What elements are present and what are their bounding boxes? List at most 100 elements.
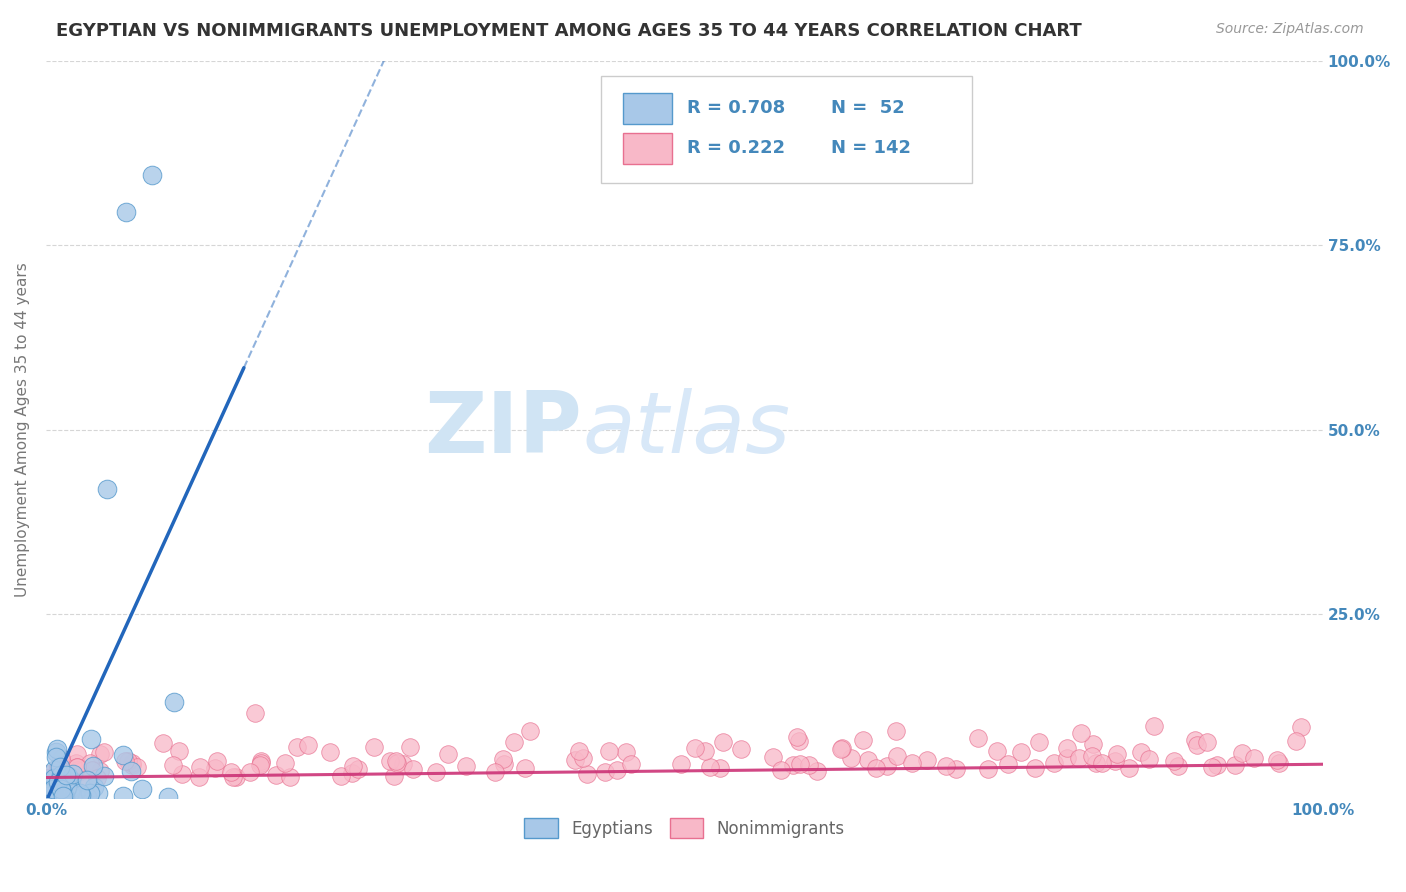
FancyBboxPatch shape [602,76,972,183]
Point [266,768,288,782]
Point [1137,752,1160,766]
Point [51,778,73,792]
Point [709,761,731,775]
Point [37,787,59,801]
Legend: Egyptians, Nonimmigrants: Egyptians, Nonimmigrants [517,812,851,845]
Point [347,762,370,776]
Point [111,748,134,763]
Point [568,744,591,758]
Point [606,764,628,778]
Point [1118,761,1140,775]
Point [37,789,59,803]
Point [1184,733,1206,747]
Point [141,169,163,183]
Point [46,774,69,789]
Point [56,769,79,783]
Point [1105,747,1128,762]
Point [55,780,77,795]
Point [1187,738,1209,752]
Point [53,783,76,797]
Point [986,744,1008,758]
Text: R = 0.708: R = 0.708 [688,99,785,117]
Point [152,736,174,750]
Point [205,754,228,768]
Point [127,760,149,774]
Point [37,766,59,780]
Point [65,760,87,774]
Point [121,756,143,771]
Point [117,754,139,768]
Point [56,780,79,794]
Point [58,766,80,780]
Point [1225,757,1247,772]
Point [62,767,84,781]
Point [69,786,91,800]
Point [901,756,924,771]
Point [60,781,83,796]
Point [114,755,136,769]
Point [70,789,93,803]
Point [79,756,101,770]
Point [342,766,364,780]
Point [876,758,898,772]
Point [76,790,98,805]
Point [59,785,82,799]
Point [1206,757,1229,772]
Point [245,706,267,720]
Point [249,758,271,772]
Point [830,742,852,756]
Point [52,789,75,803]
Point [492,756,515,771]
Y-axis label: Unemployment Among Ages 35 to 44 years: Unemployment Among Ages 35 to 44 years [15,262,30,597]
Point [1042,756,1064,770]
Point [1056,751,1078,765]
Point [695,744,717,758]
Point [45,745,67,759]
Point [1130,745,1153,759]
Point [66,747,89,761]
Point [55,783,77,797]
Point [699,760,721,774]
Point [49,758,72,772]
Point [89,747,111,761]
Point [45,741,67,756]
Point [831,741,853,756]
Point [620,757,643,772]
Point [56,774,79,789]
Point [1024,762,1046,776]
Point [1070,725,1092,739]
Point [330,768,353,782]
Text: N = 142: N = 142 [831,139,911,157]
Point [382,769,405,783]
Point [219,764,242,779]
Point [799,757,821,772]
Point [49,782,72,797]
Point [1085,756,1108,770]
Point [669,756,692,771]
Point [769,763,792,777]
Point [839,751,862,765]
Point [363,740,385,755]
Point [886,749,908,764]
Point [1056,741,1078,756]
Point [49,781,72,796]
Point [163,695,186,709]
Point [285,740,308,755]
Point [82,759,104,773]
Point [51,751,73,765]
Point [70,764,93,778]
Point [436,747,458,761]
Point [1028,735,1050,749]
Point [391,757,413,772]
Point [380,754,402,768]
Point [1197,735,1219,749]
Point [93,745,115,759]
Point [1081,738,1104,752]
Point [49,764,72,778]
Point [402,762,425,776]
Point [425,764,447,779]
Point [204,761,226,775]
Point [89,764,111,779]
Text: atlas: atlas [582,388,790,471]
Point [1243,751,1265,765]
